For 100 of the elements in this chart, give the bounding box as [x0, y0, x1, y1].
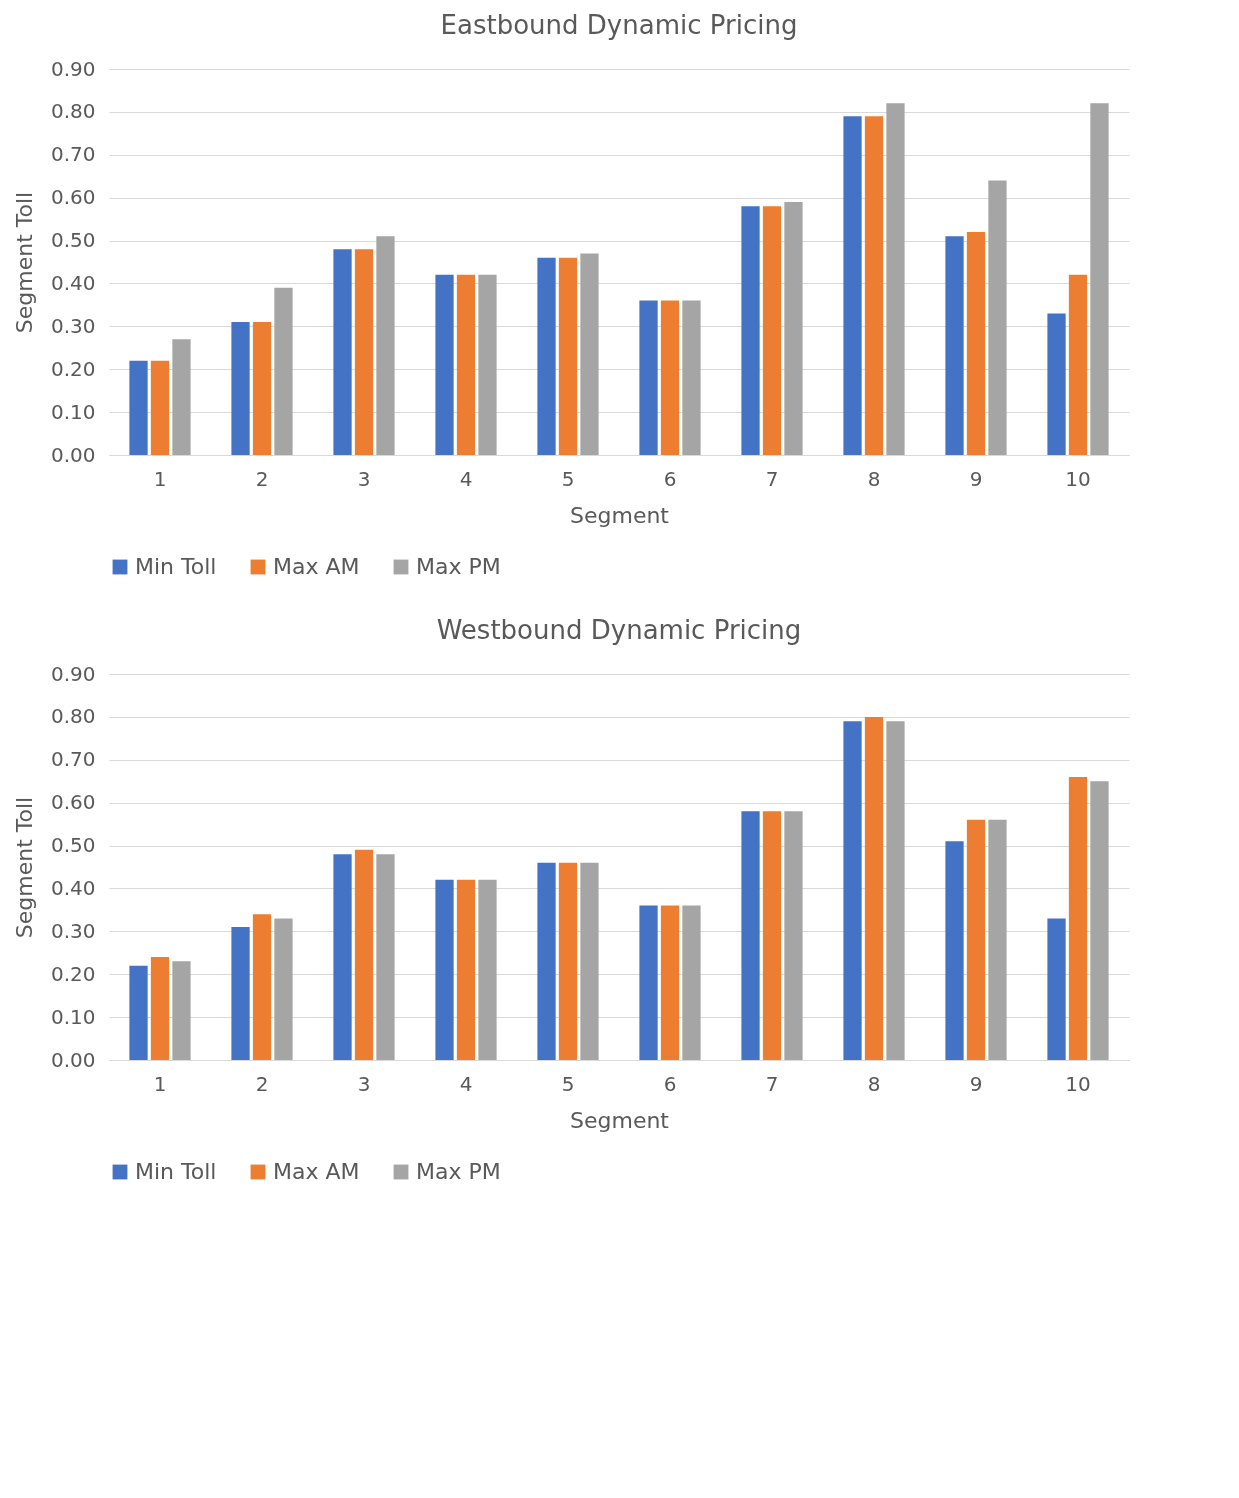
y-tick-label: 0.30	[50, 313, 96, 338]
bar	[274, 287, 293, 455]
bar	[333, 249, 352, 455]
legend-label: Min Toll	[135, 554, 217, 579]
y-tick-label: 0.50	[50, 833, 96, 858]
x-tick-label: 5	[561, 466, 575, 491]
bar	[252, 914, 272, 1060]
y-tick-label: 0.00	[50, 1047, 96, 1072]
x-tick-label: 1	[153, 466, 167, 491]
y-tick-label: 0.70	[50, 747, 96, 772]
bar	[435, 879, 454, 1060]
y-axis-title: Segment Toll	[11, 796, 37, 939]
bar	[129, 965, 148, 1060]
bar	[886, 721, 905, 1060]
bar	[864, 716, 884, 1060]
bar	[580, 862, 599, 1060]
y-tick-label: 0.10	[50, 1004, 96, 1029]
bar	[537, 257, 556, 455]
x-tick-label: 8	[867, 1071, 881, 1096]
bar	[660, 300, 680, 455]
bar	[150, 360, 170, 455]
legend-label: Max PM	[416, 554, 501, 579]
x-tick-label: 9	[969, 1071, 983, 1096]
bar	[660, 905, 680, 1060]
bar	[333, 854, 352, 1060]
bar	[274, 918, 293, 1060]
bar	[376, 236, 395, 455]
bar	[682, 300, 701, 455]
x-tick-label: 6	[663, 1071, 677, 1096]
bar	[231, 927, 250, 1060]
bar	[435, 274, 454, 455]
bar	[478, 274, 497, 455]
x-tick-label: 7	[765, 1071, 779, 1096]
bar	[988, 819, 1007, 1060]
bar	[784, 201, 803, 455]
bar	[1068, 776, 1088, 1060]
x-tick-label: 3	[357, 466, 371, 491]
bar	[1090, 781, 1109, 1060]
bar	[886, 103, 905, 455]
bar	[172, 339, 191, 455]
bar	[354, 249, 374, 455]
y-tick-label: 0.40	[50, 875, 96, 900]
bar	[558, 257, 578, 455]
bar	[945, 236, 964, 455]
y-tick-label: 0.50	[50, 228, 96, 253]
y-axis-title: Segment Toll	[11, 191, 37, 334]
x-tick-label: 10	[1065, 1071, 1091, 1096]
bar	[966, 231, 986, 455]
x-tick-label: 4	[459, 466, 473, 491]
x-tick-label: 10	[1065, 466, 1091, 491]
bar	[784, 811, 803, 1060]
bar	[376, 854, 395, 1060]
bar	[558, 862, 578, 1060]
bar	[762, 811, 782, 1060]
x-axis-title: Segment	[570, 502, 670, 528]
x-tick-label: 2	[255, 466, 269, 491]
y-tick-label: 0.20	[50, 961, 96, 986]
legend-label: Max PM	[416, 1159, 501, 1184]
bar	[478, 879, 497, 1060]
bar	[580, 253, 599, 455]
y-tick-label: 0.90	[50, 56, 96, 81]
bar	[843, 721, 862, 1060]
bar	[988, 180, 1007, 455]
x-tick-label: 6	[663, 466, 677, 491]
y-tick-label: 0.40	[50, 270, 96, 295]
bar	[1047, 918, 1066, 1060]
y-tick-label: 0.70	[50, 142, 96, 167]
x-tick-label: 5	[561, 1071, 575, 1096]
bar	[864, 116, 884, 455]
x-tick-label: 7	[765, 466, 779, 491]
bar	[741, 206, 760, 455]
y-tick-label: 0.10	[50, 399, 96, 424]
bar	[1047, 313, 1066, 455]
bar	[129, 360, 148, 455]
bar	[1068, 274, 1088, 455]
x-tick-label: 4	[459, 1071, 473, 1096]
bar	[682, 905, 701, 1060]
bar	[741, 811, 760, 1060]
x-tick-label: 8	[867, 466, 881, 491]
x-axis-title: Segment	[570, 1107, 670, 1133]
chart-title: Eastbound Dynamic Pricing	[440, 10, 798, 40]
legend-label: Min Toll	[135, 1159, 217, 1184]
bar	[456, 274, 476, 455]
y-tick-label: 0.90	[50, 661, 96, 686]
y-tick-label: 0.20	[50, 356, 96, 381]
x-tick-label: 9	[969, 466, 983, 491]
x-tick-label: 2	[255, 1071, 269, 1096]
bar	[639, 300, 658, 455]
y-tick-label: 0.00	[50, 442, 96, 467]
x-tick-label: 3	[357, 1071, 371, 1096]
legend-label: Max AM	[273, 554, 360, 579]
bar	[456, 879, 476, 1060]
bar	[762, 206, 782, 455]
legend-label: Max AM	[273, 1159, 360, 1184]
y-tick-label: 0.60	[50, 790, 96, 815]
bar	[639, 905, 658, 1060]
y-tick-label: 0.80	[50, 704, 96, 729]
bar	[945, 841, 964, 1060]
bar	[252, 322, 272, 455]
bar	[537, 862, 556, 1060]
